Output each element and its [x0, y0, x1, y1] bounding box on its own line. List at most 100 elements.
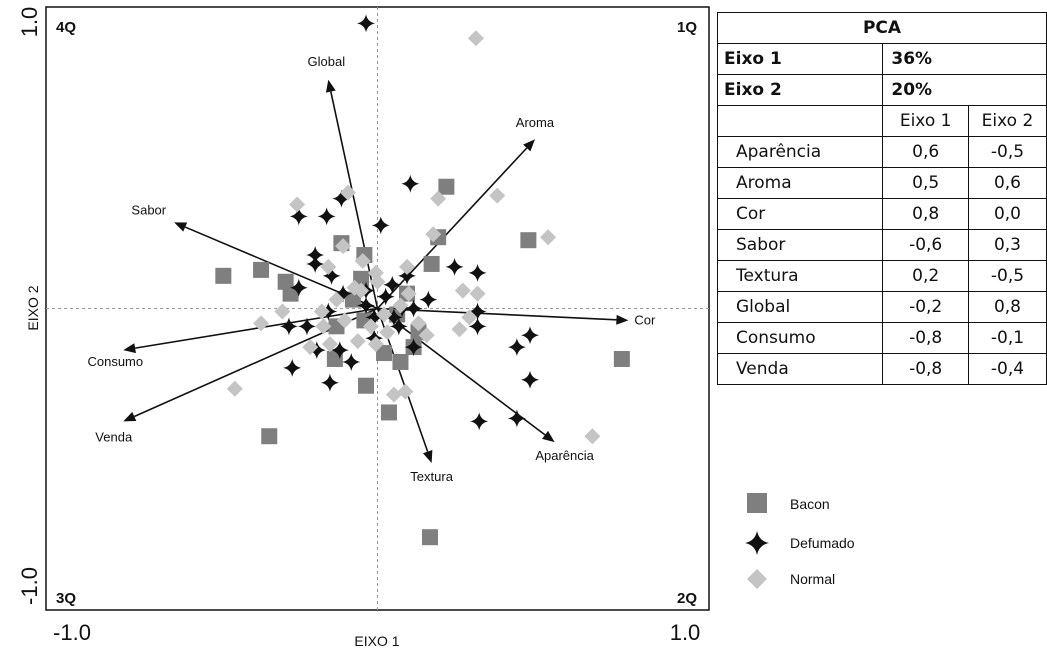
vector-label-sabor: Sabor: [131, 202, 166, 217]
point-bacon: [613, 350, 630, 367]
table-column-header-row: Eixo 1 Eixo 2: [716, 105, 1047, 137]
point-normal: [274, 303, 291, 320]
table-title-row: PCA: [717, 12, 1047, 44]
vector-label-cor: Cor: [634, 312, 656, 327]
point-defumado: [445, 257, 464, 276]
eixo1-cell: 0,2: [882, 260, 969, 292]
point-normal: [328, 291, 345, 308]
point-bacon: [423, 255, 440, 272]
eixo2-cell: -0,1: [967, 322, 1047, 354]
eixo2-cell: 0,8: [967, 291, 1047, 323]
table-row: Global -0,2 0,8: [716, 291, 1047, 323]
point-normal: [369, 273, 386, 290]
point-defumado: [468, 263, 487, 282]
table-row: Textura 0,2 -0,5: [716, 260, 1047, 292]
attribute-cell: Aroma: [716, 167, 884, 199]
point-normal: [410, 315, 427, 332]
point-defumado: [306, 254, 325, 273]
point-normal: [289, 196, 306, 213]
vector-label-textura: Textura: [410, 469, 453, 484]
point-bacon: [376, 345, 393, 362]
point-normal: [399, 258, 416, 275]
point-defumado: [330, 341, 349, 360]
point-defumado: [332, 189, 351, 208]
point-bacon: [261, 428, 278, 445]
point-defumado: [468, 302, 487, 321]
vector-label-venda: Venda: [95, 429, 133, 444]
point-normal: [253, 315, 270, 332]
vector-label-consumo: Consumo: [87, 354, 143, 369]
vector-consumo: [135, 307, 378, 349]
point-normal: [379, 324, 396, 341]
table-eixo2-variance-row: Eixo 2 20%: [716, 74, 1047, 106]
point-normal: [349, 333, 366, 350]
point-normal: [336, 312, 353, 329]
quadrant-label-2q: 2Q: [677, 590, 697, 607]
score-points: [215, 14, 630, 546]
pca-table: PCA Eixo 1 36% Eixo 2 20% Eixo 1 Eixo 2 …: [716, 12, 1047, 385]
attribute-cell: Global: [716, 291, 884, 323]
arrowhead-cor: [616, 314, 629, 325]
point-bacon: [421, 529, 438, 546]
point-normal: [313, 303, 330, 320]
vector-aroma: [376, 147, 528, 310]
arrowhead-sabor: [174, 222, 188, 232]
quadrant-label-4q: 4Q: [56, 19, 76, 36]
eixo1-cell: 0,8: [882, 198, 969, 230]
eixo2-cell: 0,0: [967, 198, 1047, 230]
point-normal: [320, 258, 337, 275]
attribute-cell: Cor: [716, 198, 884, 230]
point-normal: [392, 297, 409, 314]
point-defumado: [404, 338, 423, 357]
table-row: Consumo -0,8 -0,1: [716, 322, 1047, 354]
y-axis-title: EIXO 2: [25, 285, 41, 330]
point-normal: [418, 327, 435, 344]
y-tick-max: 1.0: [17, 7, 42, 38]
legend-panel: Bacon Defumado Normal: [745, 493, 855, 589]
point-defumado: [357, 296, 376, 315]
point-bacon: [358, 377, 375, 394]
point-normal: [540, 229, 557, 246]
point-normal: [385, 386, 402, 403]
point-defumado: [322, 266, 341, 285]
table-row: Venda -0,8 -0,4: [716, 353, 1047, 385]
eixo2-cell: -0,4: [967, 353, 1047, 385]
eixo2-cell: 0,6: [967, 167, 1047, 199]
eixo1-cell: 0,5: [882, 167, 969, 199]
point-defumado: [521, 370, 540, 389]
point-normal: [397, 383, 414, 400]
table-corner-cell: [716, 105, 884, 137]
eixo1-cell: 0,6: [882, 136, 969, 168]
point-bacon: [380, 404, 397, 421]
point-defumado: [289, 207, 308, 226]
point-defumado: [342, 352, 361, 371]
y-tick-min: -1.0: [17, 567, 42, 605]
point-normal: [425, 226, 442, 243]
point-normal: [335, 238, 352, 255]
point-normal: [321, 336, 338, 353]
col-header-eixo1: Eixo 1: [882, 105, 969, 137]
point-normal: [226, 380, 243, 397]
point-defumado: [383, 275, 402, 294]
point-defumado: [334, 284, 353, 303]
point-defumado: [419, 290, 438, 309]
vector-label-aroma: Aroma: [516, 115, 555, 130]
point-defumado: [507, 338, 526, 357]
point-defumado: [404, 299, 423, 318]
point-defumado: [365, 308, 384, 327]
table-row: Cor 0,8 0,0: [716, 198, 1047, 230]
x-tick-min: -1.0: [53, 620, 91, 645]
point-defumado: [307, 341, 326, 360]
point-defumado: [317, 207, 336, 226]
point-bacon: [392, 353, 409, 370]
eixo1-cell: -0,8: [882, 322, 969, 354]
x-axis-title: EIXO 1: [354, 633, 399, 649]
point-defumado: [320, 373, 339, 392]
eixo2-cell: -0,5: [967, 260, 1047, 292]
eixo2-cell: 0,3: [967, 229, 1047, 261]
point-defumado: [521, 326, 540, 345]
point-normal: [400, 285, 417, 302]
table-row: Aroma 0,5 0,6: [716, 167, 1047, 199]
point-defumado: [289, 278, 308, 297]
point-normal: [362, 318, 379, 335]
